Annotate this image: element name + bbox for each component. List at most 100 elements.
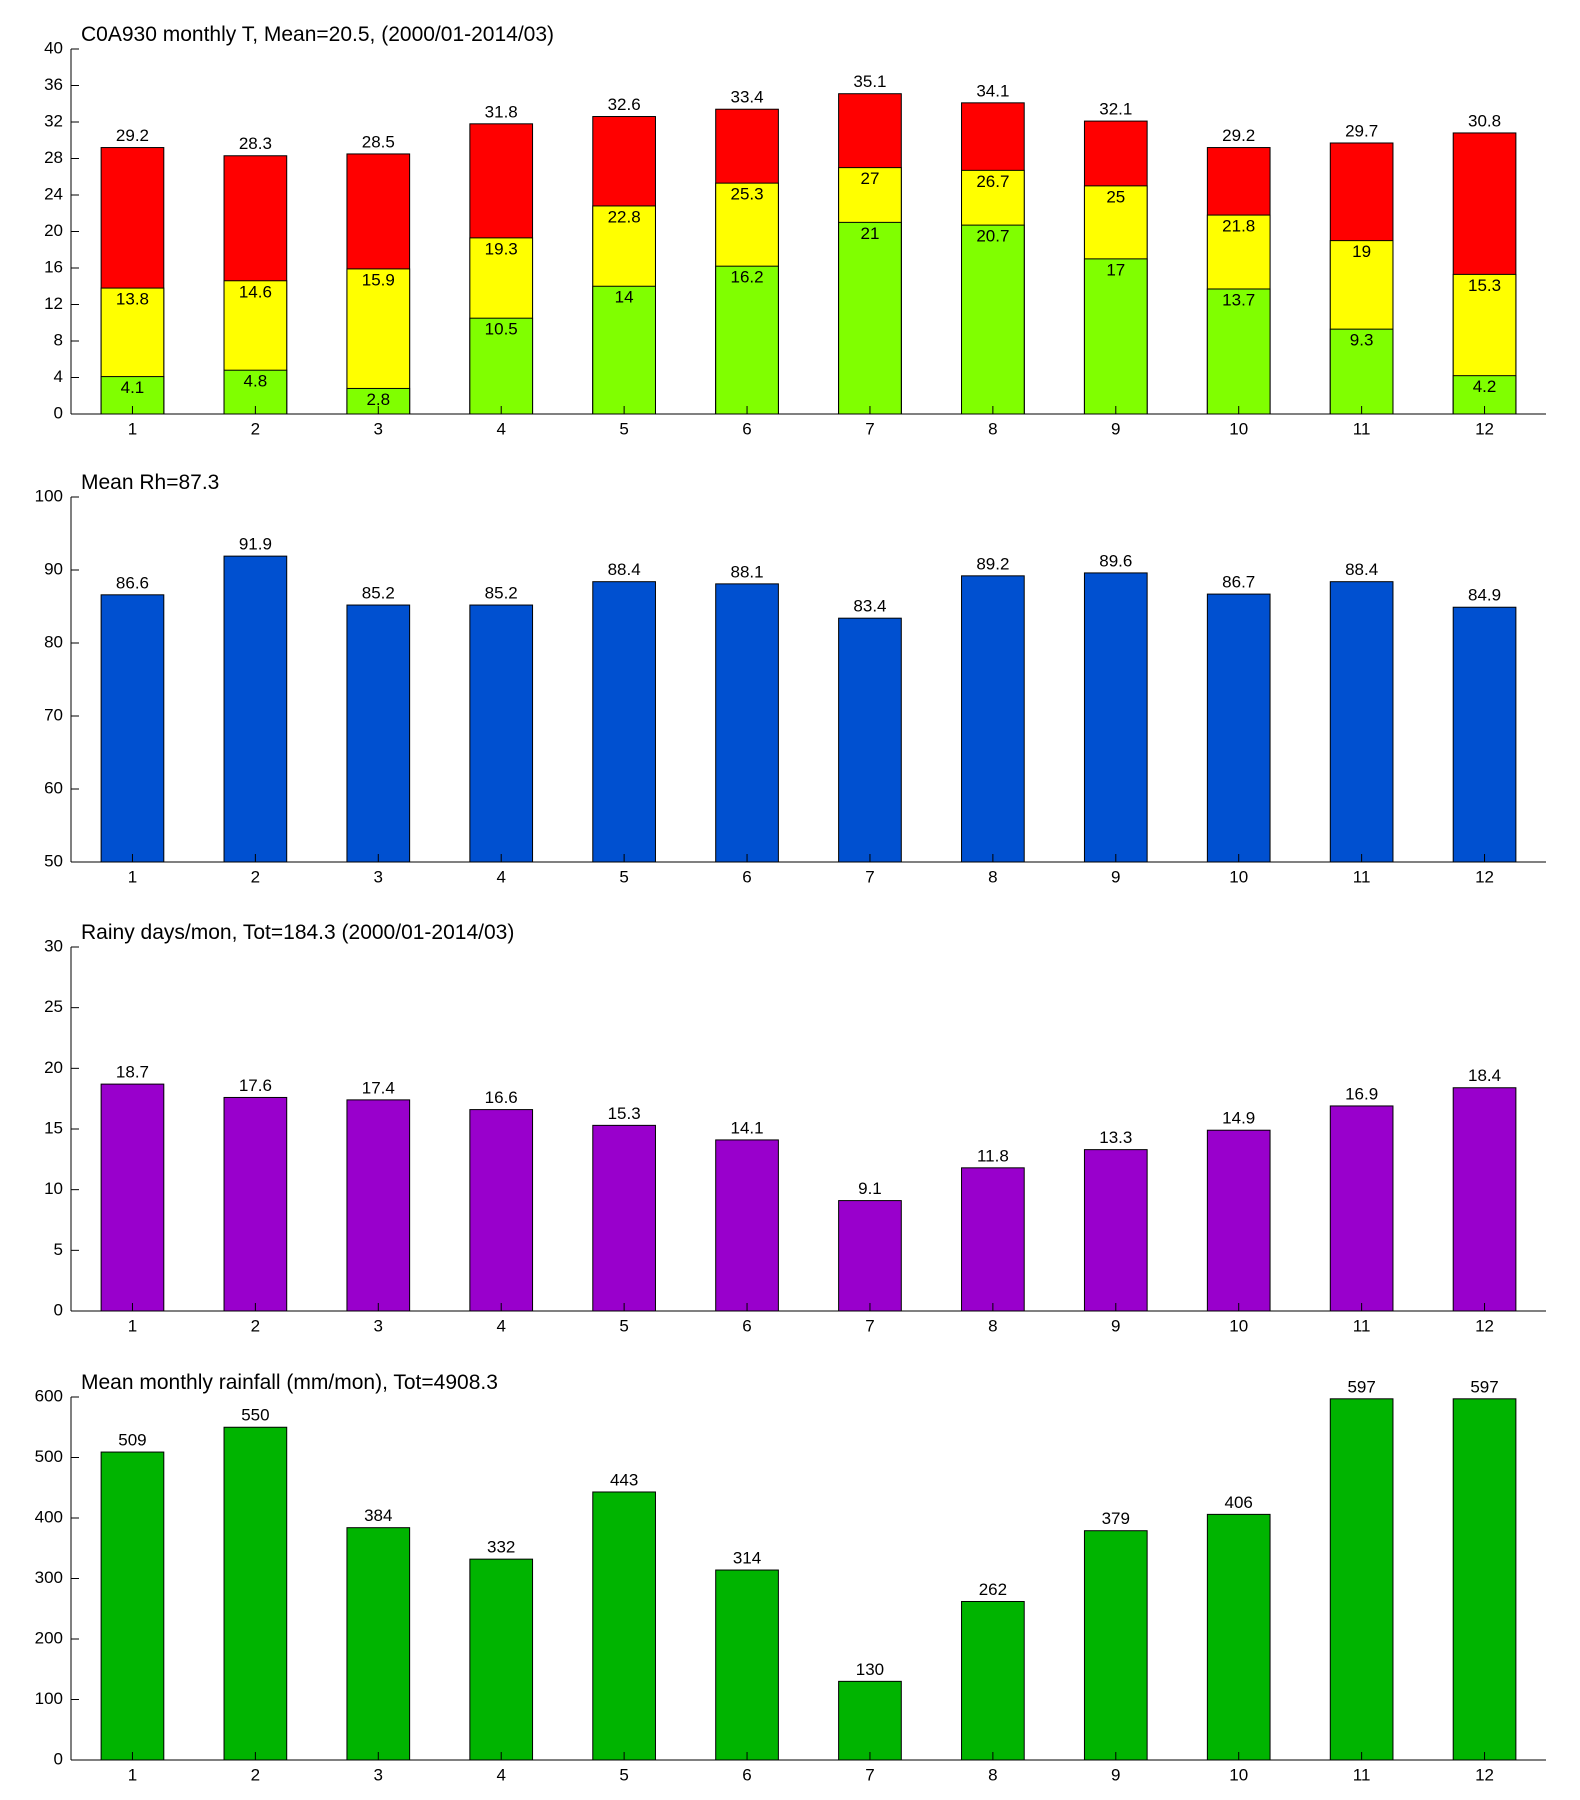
- value-label: 31.8: [485, 102, 518, 121]
- value-label: 15.3: [608, 1104, 641, 1123]
- x-tick-label: 2: [251, 867, 260, 886]
- bar: [469, 1558, 534, 1761]
- y-tick-label: 60: [44, 778, 63, 797]
- bar: [961, 575, 1025, 863]
- x-tick-label: 8: [988, 419, 997, 438]
- y-tick-label: 5: [54, 1240, 63, 1259]
- x-tick-label: 2: [251, 419, 260, 438]
- x-tick-label: 3: [374, 1316, 383, 1335]
- x-tick-label: 5: [619, 867, 628, 886]
- bar: [1452, 1087, 1517, 1312]
- value-label: 91.9: [239, 535, 272, 554]
- bar: [469, 604, 534, 863]
- x-tick-label: 4: [496, 867, 505, 886]
- value-label: 16.2: [730, 268, 763, 287]
- y-tick-label: 20: [44, 221, 63, 240]
- value-label: 21.8: [1222, 217, 1255, 236]
- value-label: 20.7: [976, 227, 1009, 246]
- x-tick-label: 3: [374, 419, 383, 438]
- y-tick-label: 28: [44, 148, 63, 167]
- bar: [346, 604, 411, 863]
- x-tick-label: 11: [1353, 1765, 1371, 1784]
- bar: [592, 581, 656, 863]
- value-label: 262: [979, 1580, 1007, 1599]
- value-label: 509: [118, 1431, 146, 1450]
- y-tick-label: 0: [54, 1749, 63, 1768]
- value-label: 33.4: [730, 88, 763, 107]
- value-label: 4.1: [121, 378, 145, 397]
- value-label: 550: [241, 1406, 269, 1425]
- x-tick-label: 6: [742, 1316, 751, 1335]
- x-tick-label: 6: [742, 867, 751, 886]
- value-label: 17: [1106, 260, 1125, 279]
- bar: [1206, 593, 1271, 863]
- x-tick-label: 7: [865, 867, 874, 886]
- value-label: 10.5: [485, 320, 518, 339]
- y-tick-label: 40: [44, 38, 63, 57]
- value-label: 35.1: [853, 72, 886, 91]
- bar: [223, 1426, 288, 1761]
- value-label: 4.8: [244, 372, 268, 391]
- y-tick-label: 15: [44, 1118, 63, 1137]
- x-tick-label: 12: [1475, 867, 1494, 886]
- y-tick-label: 30: [44, 936, 63, 955]
- y-tick-label: 400: [35, 1507, 63, 1526]
- y-tick-label: 300: [35, 1568, 63, 1587]
- x-tick-label: 11: [1353, 1316, 1371, 1335]
- y-tick-label: 12: [44, 294, 63, 313]
- value-label: 86.7: [1222, 573, 1255, 592]
- value-label: 29.2: [116, 126, 149, 145]
- bar: [1329, 581, 1394, 863]
- bar: [1329, 1398, 1394, 1761]
- x-tick-label: 7: [865, 1765, 874, 1784]
- value-label: 443: [610, 1470, 638, 1489]
- x-tick-label: 10: [1229, 1316, 1248, 1335]
- chart-title: C0A930 monthly T, Mean=20.5, (2000/01-20…: [81, 23, 554, 46]
- x-tick-label: 2: [251, 1316, 260, 1335]
- x-tick-label: 1: [128, 419, 137, 438]
- value-label: 406: [1225, 1493, 1253, 1512]
- x-tick-label: 3: [374, 867, 383, 886]
- bar: [592, 285, 656, 415]
- bar: [1083, 1530, 1148, 1761]
- x-tick-label: 4: [496, 1316, 505, 1335]
- value-label: 332: [487, 1538, 515, 1557]
- y-tick-label: 16: [44, 257, 63, 276]
- value-label: 25.3: [730, 185, 763, 204]
- bar: [592, 1491, 656, 1761]
- y-tick-label: 80: [44, 632, 63, 651]
- bar: [1083, 1149, 1148, 1312]
- x-tick-label: 10: [1229, 867, 1248, 886]
- y-tick-label: 36: [44, 75, 63, 94]
- value-label: 379: [1102, 1509, 1130, 1528]
- value-label: 34.1: [976, 81, 1009, 100]
- value-label: 14.6: [239, 282, 272, 301]
- bar: [223, 555, 288, 863]
- value-label: 597: [1470, 1377, 1498, 1396]
- value-label: 88.4: [1345, 560, 1378, 579]
- bar: [1083, 258, 1148, 415]
- value-label: 17.6: [239, 1076, 272, 1095]
- bar: [346, 1099, 411, 1312]
- x-tick-label: 6: [742, 1765, 751, 1784]
- value-label: 15.3: [1468, 276, 1501, 295]
- x-tick-label: 5: [619, 1765, 628, 1784]
- bar: [961, 1167, 1025, 1312]
- value-label: 2.8: [366, 390, 390, 409]
- y-tick-label: 10: [44, 1179, 63, 1198]
- value-label: 32.1: [1099, 100, 1132, 119]
- bar: [469, 317, 534, 415]
- value-label: 9.1: [858, 1179, 882, 1198]
- y-tick-label: 600: [35, 1386, 63, 1405]
- value-label: 597: [1347, 1377, 1375, 1396]
- value-label: 15.9: [362, 270, 395, 289]
- value-label: 18.7: [116, 1063, 149, 1082]
- value-label: 130: [856, 1660, 884, 1679]
- x-tick-label: 5: [619, 419, 628, 438]
- x-tick-label: 8: [988, 1316, 997, 1335]
- value-label: 21: [860, 224, 879, 243]
- x-tick-label: 2: [251, 1765, 260, 1784]
- value-label: 85.2: [362, 584, 395, 603]
- chart-title: Mean monthly rainfall (mm/mon), Tot=4908…: [81, 1371, 498, 1394]
